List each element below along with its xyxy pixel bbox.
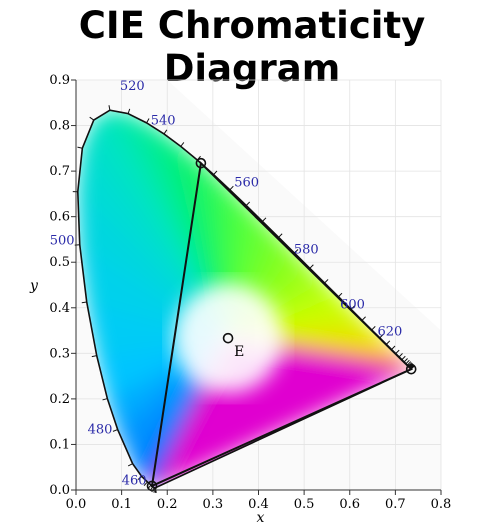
locus-tick	[371, 326, 376, 331]
y-tick-label: 0.9	[49, 73, 70, 88]
x-tick-label: 0.8	[431, 497, 452, 512]
locus-tick	[127, 463, 133, 467]
gamut-triangle	[150, 161, 413, 488]
y-tick-label: 0.7	[49, 164, 70, 179]
locus-tick	[108, 105, 111, 111]
locus-tick	[309, 264, 314, 269]
x-tick-label: 0.1	[111, 497, 132, 512]
primary-marker	[195, 157, 207, 169]
x-tick-label: 0.6	[339, 497, 360, 512]
locus-tick	[278, 233, 283, 238]
y-tick-label: 0.4	[49, 301, 70, 316]
locus-tick	[324, 279, 329, 284]
y-tick-label: 0.5	[49, 255, 70, 270]
wavelength-label: 500	[50, 234, 75, 249]
locus-tick	[127, 108, 131, 114]
color-fill	[77, 110, 412, 488]
locus-tick	[81, 301, 87, 304]
y-tick-label: 0.8	[49, 119, 70, 134]
y-axis-label: y	[29, 278, 39, 294]
x-tick-label: 0.4	[248, 497, 269, 512]
white-point-glow	[173, 283, 284, 394]
x-tick-label: 0.5	[294, 497, 315, 512]
y-tick-label: 0.6	[49, 210, 70, 225]
locus-tick	[385, 340, 391, 345]
y-tick-label: 0.3	[49, 346, 70, 361]
primary-marker	[405, 363, 417, 375]
axes	[71, 79, 442, 495]
x-tick-label: 0.7	[385, 497, 406, 512]
locus-tick	[350, 305, 355, 310]
locus-tick	[338, 292, 343, 298]
locus-tick	[112, 429, 118, 432]
labels: E 0.0 0.1 0.2 0.3 0.4 0.5 0.6 0.7 0.8 0.0 0.1 0.2 0.3…	[49, 73, 451, 512]
x-tick-label: 0.3	[203, 497, 224, 512]
wavelength-label: 540	[151, 113, 176, 128]
white-point-marker	[222, 332, 234, 344]
chart-title: CIE Chromaticity Diagram	[78, 4, 426, 90]
locus-tick	[395, 349, 400, 355]
wavelength-label: 560	[234, 176, 259, 191]
locus-tick	[245, 201, 251, 206]
locus-tick	[143, 481, 148, 486]
wavelength-label: 620	[377, 325, 402, 340]
locus-tick	[361, 316, 366, 321]
spectral-locus-layer	[72, 105, 417, 493]
y-tick-label: 0.0	[49, 483, 70, 498]
y-tick-label: 0.1	[49, 437, 70, 452]
y-tick-label: 0.2	[49, 392, 70, 407]
locus-tick	[213, 170, 218, 175]
locus-tick	[163, 129, 168, 135]
locus-tick	[102, 398, 108, 401]
locus-tick	[89, 116, 95, 121]
white-point-label: E	[234, 344, 244, 360]
x-axis-label: x	[257, 510, 265, 526]
locus-tick	[146, 118, 150, 124]
wavelength-label: 600	[340, 297, 365, 312]
locus-tick	[137, 476, 143, 481]
locus-tick	[379, 333, 384, 339]
locus-tick	[229, 185, 234, 191]
locus-tick	[262, 217, 267, 222]
wavelength-label: 460	[122, 473, 147, 488]
wavelength-label: 480	[88, 423, 113, 438]
locus-tick	[391, 345, 396, 350]
locus-tick	[91, 355, 97, 358]
x-tick-label: 0.0	[66, 497, 87, 512]
locus-tick	[77, 146, 83, 149]
locus-tick	[294, 249, 299, 254]
wavelength-label: 520	[120, 79, 145, 94]
x-tick-label: 0.2	[157, 497, 178, 512]
wavelength-label: 580	[294, 242, 319, 257]
locus-tick	[180, 142, 185, 147]
